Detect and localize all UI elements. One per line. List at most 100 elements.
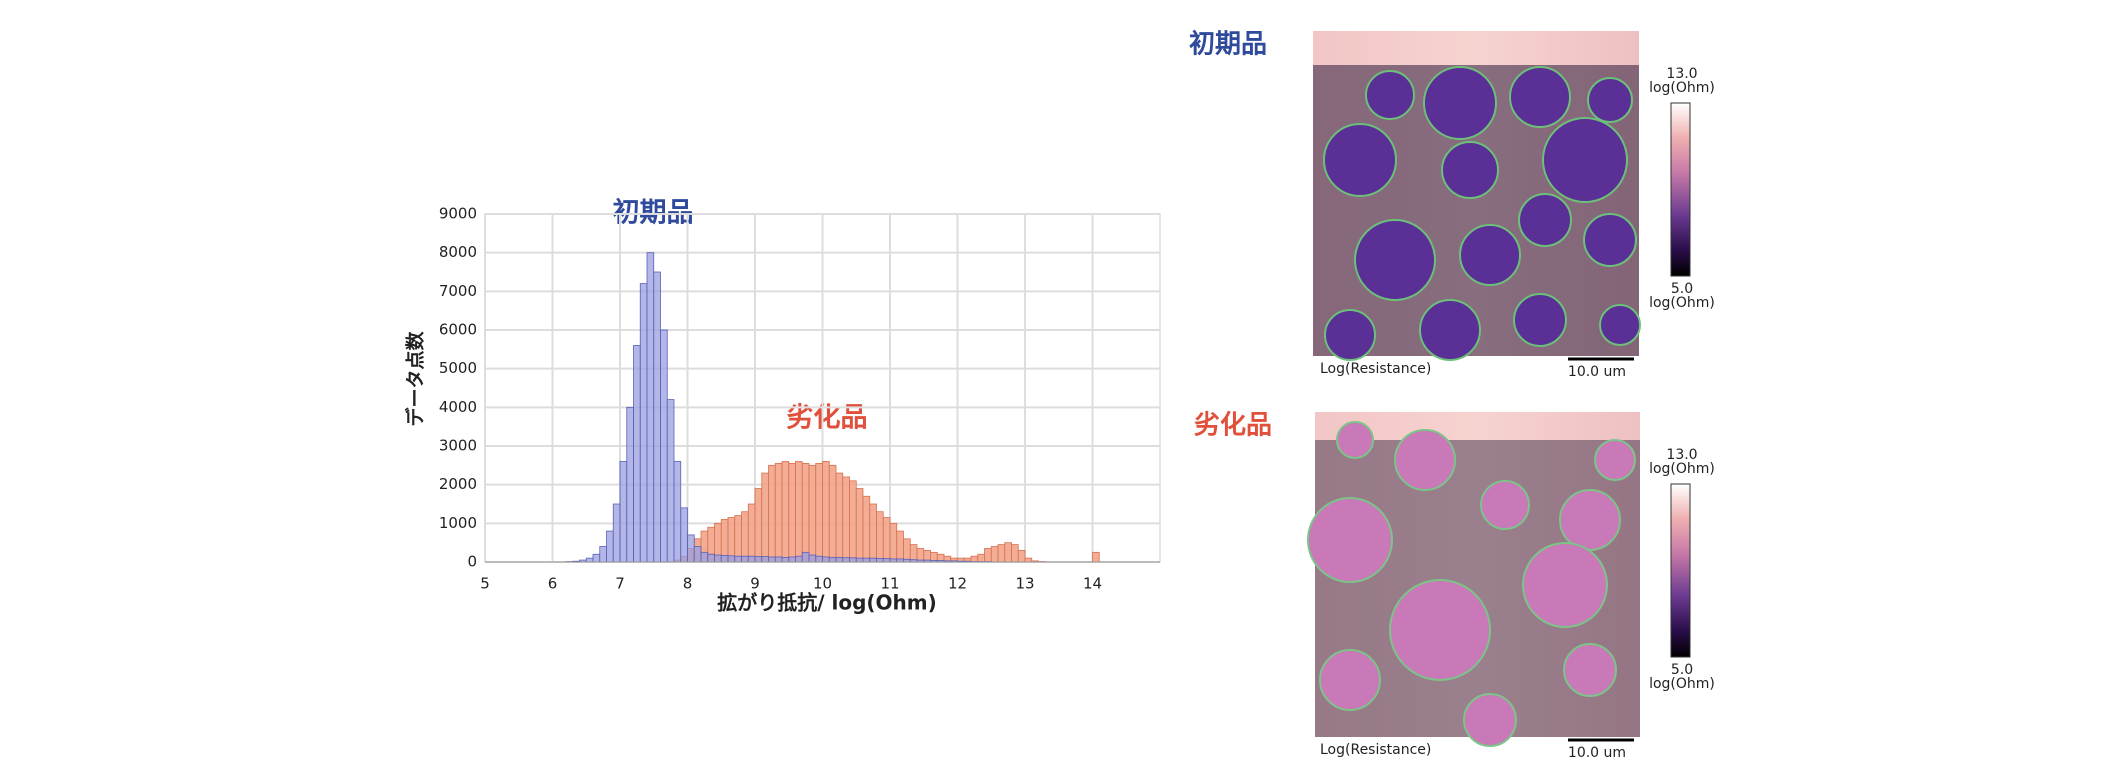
resistance-map — [1307, 412, 1640, 747]
colorbar-min: 5.0 — [1671, 662, 1693, 678]
histogram-bar — [646, 252, 655, 563]
histogram-bar — [882, 517, 891, 563]
scale-label: 10.0 um — [1568, 364, 1626, 380]
x-tick-label: 9 — [750, 575, 760, 593]
histogram-bar — [754, 556, 763, 563]
histogram-bar — [862, 495, 871, 563]
colorbar — [1670, 483, 1691, 658]
x-axis-label: 拡がり抵抗/ log(Ohm) — [717, 591, 937, 615]
histogram-bar — [849, 480, 857, 563]
histogram-bar — [984, 548, 992, 563]
histogram-bar — [585, 557, 594, 563]
histogram-bar — [727, 517, 736, 563]
image-caption: Log(Resistance) — [1320, 361, 1431, 377]
colorbar-min: 5.0 — [1671, 281, 1693, 297]
resistance-map — [1313, 31, 1641, 361]
x-tick-label: 10 — [813, 575, 832, 593]
histogram-bar — [768, 464, 776, 563]
x-tick-label: 6 — [548, 575, 558, 593]
x-tick-label: 14 — [1083, 575, 1102, 593]
histogram-bar — [855, 488, 864, 563]
histogram-bar — [849, 557, 857, 563]
histogram-bar — [970, 555, 979, 563]
histogram-bar — [1024, 557, 1033, 563]
histogram-bar — [808, 554, 817, 563]
histogram-bar — [747, 503, 756, 563]
histogram-bar — [822, 556, 830, 563]
histogram-bar — [768, 556, 776, 563]
histogram-bar — [599, 546, 607, 563]
histogram-bar — [612, 503, 621, 563]
histogram-bar — [626, 406, 634, 563]
histogram-bar — [741, 555, 749, 563]
histogram-bar — [707, 553, 715, 563]
histogram-bar — [869, 503, 877, 563]
colorbar-unit: log(Ohm) — [1649, 80, 1715, 96]
histogram-bar — [788, 556, 796, 563]
histogram-bar — [835, 556, 844, 563]
histogram-bar — [1017, 550, 1026, 563]
x-tick-label: 12 — [948, 575, 967, 593]
histogram-bar — [801, 551, 810, 563]
histogram-bar — [977, 553, 985, 563]
y-tick-label: 1000 — [439, 514, 477, 532]
colorbar-max: 13.0 — [1666, 66, 1697, 82]
histogram-bar — [714, 554, 722, 563]
histogram-bar — [801, 462, 810, 563]
colorbar-unit: log(Ohm) — [1649, 461, 1715, 477]
colorbar-max: 13.0 — [1666, 447, 1697, 463]
histogram-bar — [842, 476, 850, 563]
histogram-bar — [876, 511, 884, 563]
histogram-bar — [774, 556, 783, 563]
histogram-bar — [997, 544, 1006, 563]
x-tick-label: 13 — [1015, 575, 1034, 593]
histogram-bar — [700, 551, 709, 563]
histogram-bar — [822, 461, 830, 563]
histogram-bar — [815, 462, 823, 563]
histogram-bar — [693, 546, 702, 563]
y-tick-label: 0 — [467, 553, 477, 571]
histogram-bar — [660, 329, 668, 563]
histogram-bar — [795, 461, 803, 563]
histogram-bar — [781, 556, 790, 563]
histogram-bar — [747, 555, 756, 563]
histogram-bar — [1011, 544, 1019, 563]
scale-label: 10.0 um — [1568, 745, 1626, 761]
histogram-bar — [1004, 542, 1012, 563]
histogram-bar — [754, 488, 763, 563]
histogram-bar — [808, 464, 817, 563]
y-tick-label: 6000 — [439, 321, 477, 339]
histogram-bar — [639, 283, 648, 563]
histogram-bar — [1092, 551, 1100, 563]
histogram-bar — [889, 522, 898, 563]
histogram-bar — [619, 461, 628, 563]
y-tick-label: 5000 — [439, 359, 477, 377]
y-tick-label: 3000 — [439, 437, 477, 455]
histogram-bar — [673, 461, 682, 563]
histogram-bar — [653, 271, 661, 563]
y-tick-label: 9000 — [439, 205, 477, 223]
panel-label: 劣化品 — [1194, 411, 1272, 441]
y-tick-label: 4000 — [439, 398, 477, 416]
y-tick-label: 7000 — [439, 282, 477, 300]
histogram-bar — [903, 538, 911, 563]
colorbar-unit: log(Ohm) — [1649, 676, 1715, 692]
x-tick-label: 7 — [615, 575, 625, 593]
x-tick-label: 11 — [880, 575, 899, 593]
histogram-bar — [862, 557, 871, 563]
histogram-bar — [761, 556, 769, 563]
histogram-bar — [592, 553, 601, 563]
y-tick-label: 2000 — [439, 475, 477, 493]
histogram-bar — [855, 557, 864, 563]
panel-label: 初期品 — [1189, 30, 1267, 60]
histogram-bar — [734, 555, 742, 563]
histogram-bar — [882, 558, 891, 563]
histogram-bar — [795, 555, 803, 563]
histogram-bar — [896, 530, 904, 563]
histogram-bar — [774, 462, 783, 563]
histogram-bar — [666, 399, 675, 563]
histogram-bar — [606, 530, 614, 563]
histogram-bar — [828, 464, 837, 563]
colorbar — [1670, 102, 1691, 277]
